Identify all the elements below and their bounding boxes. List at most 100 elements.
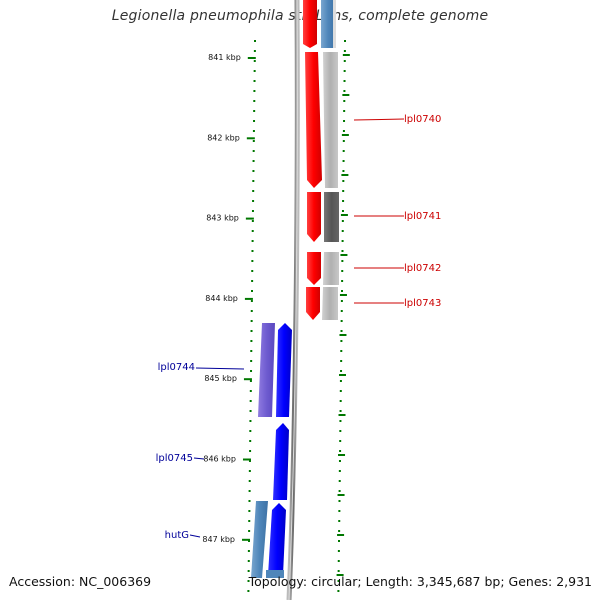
minor-tick xyxy=(252,150,255,152)
minor-tick xyxy=(248,470,251,472)
major-tick xyxy=(337,494,345,496)
minor-tick xyxy=(340,320,343,322)
minor-tick xyxy=(252,140,255,142)
major-tick xyxy=(338,374,346,376)
minor-tick xyxy=(342,160,345,162)
minor-tick xyxy=(250,350,253,352)
minor-tick xyxy=(250,320,253,322)
minor-tick xyxy=(338,490,341,492)
major-tick xyxy=(340,214,348,216)
gene-label-text: lpl0743 xyxy=(404,298,441,309)
minor-tick xyxy=(253,80,256,82)
cds-hutG[interactable] xyxy=(268,503,286,575)
cds-lpl0740[interactable] xyxy=(305,52,322,188)
kbp-tick xyxy=(242,458,251,461)
kbp-tick-label: 847 kbp xyxy=(202,535,235,544)
minor-tick xyxy=(253,90,256,92)
minor-tick xyxy=(338,540,340,542)
gene-label-hutG[interactable]: hutG xyxy=(165,530,201,541)
minor-tick xyxy=(251,280,254,282)
minor-tick xyxy=(344,40,346,42)
minor-tick xyxy=(337,580,340,582)
major-tick xyxy=(339,294,347,296)
cds-lpl0741[interactable] xyxy=(307,192,321,242)
minor-tick xyxy=(252,170,255,172)
minor-tick xyxy=(343,100,346,102)
minor-tick xyxy=(248,500,251,502)
major-tick xyxy=(338,414,346,416)
kbp-tick xyxy=(242,538,251,541)
minor-tick xyxy=(249,390,252,392)
minor-tick xyxy=(341,290,343,292)
gene-label-lpl0742[interactable]: lpl0742 xyxy=(354,263,441,274)
minor-tick xyxy=(340,310,343,312)
gene-label-lpl0741[interactable]: lpl0741 xyxy=(354,211,441,222)
minor-tick xyxy=(341,210,344,212)
feature-lpl0744-track[interactable] xyxy=(258,323,275,417)
minor-tick xyxy=(247,560,250,562)
minor-tick xyxy=(343,110,346,112)
minor-tick xyxy=(253,50,256,52)
genome-summary-text: Topology: circular; Length: 3,345,687 bp… xyxy=(248,574,592,589)
gene-label-lpl0743[interactable]: lpl0743 xyxy=(354,298,441,309)
cds-lpl0744[interactable] xyxy=(276,323,292,417)
minor-tick xyxy=(247,550,250,552)
minor-tick xyxy=(248,540,250,542)
minor-tick xyxy=(338,530,341,532)
minor-tick xyxy=(341,260,344,262)
cds-lpl0745[interactable] xyxy=(273,423,289,500)
minor-tick xyxy=(343,120,346,122)
minor-tick xyxy=(342,200,345,202)
minor-tick xyxy=(249,410,252,412)
minor-tick xyxy=(252,130,255,132)
major-tick xyxy=(340,254,348,256)
minor-tick xyxy=(248,460,251,462)
minor-tick xyxy=(250,310,253,312)
minor-tick xyxy=(249,430,252,432)
gene-label-lpl0744[interactable]: lpl0744 xyxy=(158,362,245,373)
gene-label-text: lpl0744 xyxy=(158,362,195,373)
minor-tick xyxy=(247,590,250,592)
kbp-tick xyxy=(245,217,254,220)
minor-tick xyxy=(338,510,341,512)
minor-tick xyxy=(342,170,345,172)
minor-tick xyxy=(250,330,253,332)
feature-hutG-track[interactable] xyxy=(251,501,268,578)
minor-tick xyxy=(248,530,251,532)
gene-label-text: hutG xyxy=(165,530,189,541)
minor-tick xyxy=(253,70,256,72)
kbp-tick-label: 841 kbp xyxy=(208,53,241,62)
minor-tick xyxy=(339,420,342,422)
major-tick xyxy=(342,94,350,96)
minor-tick xyxy=(341,220,344,222)
cds-lpl0742[interactable] xyxy=(307,252,321,285)
cds-red-0[interactable] xyxy=(303,0,317,48)
minor-tick xyxy=(251,210,254,212)
minor-tick xyxy=(342,130,345,132)
minor-tick xyxy=(340,330,343,332)
minor-tick xyxy=(249,380,252,382)
minor-tick xyxy=(337,590,340,592)
minor-tick xyxy=(247,570,250,572)
major-tick xyxy=(338,454,346,456)
minor-tick xyxy=(337,570,340,572)
kbp-tick xyxy=(247,57,256,59)
minor-tick xyxy=(342,190,345,192)
feature-strip-grey[interactable] xyxy=(322,52,339,320)
minor-tick xyxy=(253,60,256,62)
minor-tick xyxy=(251,290,253,292)
minor-tick xyxy=(340,350,343,352)
gene-label-lpl0740[interactable]: lpl0740 xyxy=(353,114,441,125)
minor-tick xyxy=(250,370,253,372)
cds-lpl0743[interactable] xyxy=(306,287,320,320)
minor-tick xyxy=(338,480,341,482)
minor-tick xyxy=(338,520,341,522)
minor-tick xyxy=(252,200,255,202)
minor-tick xyxy=(252,190,255,192)
gene-label-lpl0745[interactable]: lpl0745 xyxy=(156,453,205,464)
genome-backbone-highlight xyxy=(288,0,298,600)
feature-strip-top[interactable] xyxy=(321,0,336,48)
cds-bottom-extra[interactable] xyxy=(266,570,284,578)
kbp-ruler: 841 kbp 842 kbp 843 kbp 844 kbp 845 kbp 846 k… xyxy=(202,53,256,544)
